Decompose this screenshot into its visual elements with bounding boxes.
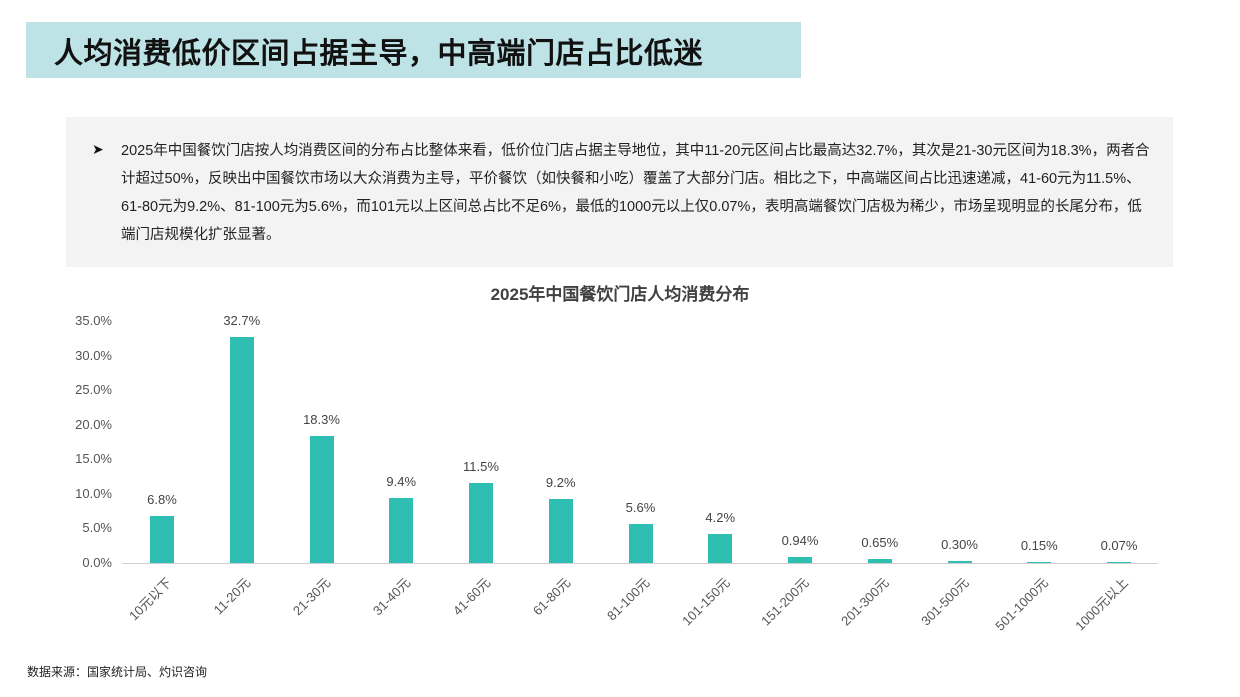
- bar: [708, 533, 733, 563]
- x-axis-label: 201-300元: [838, 574, 892, 629]
- y-axis-tick: 20.0%: [75, 416, 112, 432]
- bar: [389, 498, 414, 563]
- y-axis-tick: 0.0%: [82, 555, 112, 570]
- x-axis-label: 81-100元: [604, 574, 653, 624]
- bar-value-label: 6.8%: [147, 491, 177, 507]
- data-source: 数据来源：国家统计局、灼识咨询: [27, 665, 208, 679]
- bar-value-label: 0.65%: [861, 534, 899, 550]
- bar: [1027, 561, 1052, 563]
- y-axis-tick: 25.0%: [75, 382, 112, 398]
- x-axis-label: 301-500元: [917, 574, 972, 629]
- bar-value-label: 9.2%: [545, 475, 576, 491]
- chart-title: 2025年中国餐饮门店人均消费分布: [490, 285, 750, 304]
- summary-text: 2025年中国餐饮门店按人均消费区间的分布占比整体来看，低价位门店占据主导地位，…: [121, 143, 1150, 243]
- bar: [1107, 562, 1131, 563]
- page-title: 人均消费低价区间占据主导，中高端门店占比低迷: [54, 38, 704, 70]
- x-axis-label: 101-150元: [678, 574, 733, 629]
- bar-value-label: 4.2%: [705, 509, 736, 525]
- bar: [788, 556, 812, 563]
- bar-value-label: 0.07%: [1100, 538, 1138, 553]
- x-axis-label: 151-200元: [758, 574, 813, 629]
- bar: [309, 436, 334, 563]
- title-banner: 人均消费低价区间占据主导，中高端门店占比低迷: [26, 22, 801, 78]
- x-axis-label: 1000元以上: [1072, 574, 1132, 634]
- y-axis-tick: 35.0%: [75, 313, 112, 328]
- summary-box: ➤ 2025年中国餐饮门店按人均消费区间的分布占比整体来看，低价位门店占据主导地…: [66, 117, 1173, 267]
- x-axis-label: 10元以下: [125, 574, 175, 624]
- arrow-bullet-icon: ➤: [92, 141, 104, 157]
- bar-value-label: 11.5%: [463, 459, 499, 475]
- bar: [628, 524, 653, 563]
- x-axis-label: 21-30元: [290, 574, 334, 619]
- y-axis-tick: 10.0%: [75, 485, 112, 501]
- x-axis-label: 501-1000元: [992, 574, 1052, 634]
- bar-value-label: 18.3%: [303, 412, 340, 428]
- bar-value-label: 0.15%: [1020, 537, 1058, 553]
- bar-value-label: 5.6%: [625, 500, 656, 516]
- bar: [469, 483, 493, 563]
- x-axis-label: 31-40元: [369, 574, 414, 619]
- bar-value-label: 32.7%: [223, 312, 261, 328]
- x-axis-label: 61-80元: [529, 574, 573, 619]
- y-axis-tick: 30.0%: [75, 347, 112, 363]
- bar-value-label: 0.30%: [941, 536, 978, 552]
- bar-value-label: 0.94%: [781, 532, 819, 548]
- x-axis-label: 11-20元: [211, 574, 254, 618]
- bar: [229, 336, 254, 563]
- x-axis-label: 41-60元: [449, 574, 494, 619]
- bar-value-label: 9.4%: [386, 474, 417, 489]
- bar: [867, 558, 892, 563]
- bar: [947, 560, 972, 563]
- bar: [150, 515, 174, 563]
- y-axis-tick: 5.0%: [82, 520, 112, 536]
- x-axis-line: [122, 563, 1158, 564]
- bar: [548, 499, 573, 563]
- y-axis-tick: 15.0%: [75, 451, 112, 467]
